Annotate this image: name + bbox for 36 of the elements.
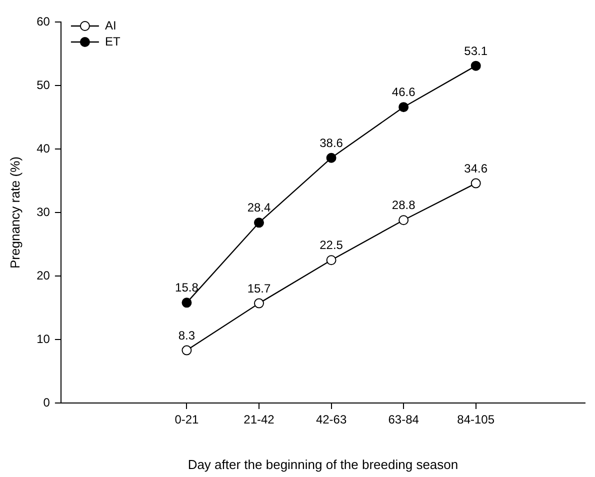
point xyxy=(398,102,409,112)
point xyxy=(326,255,336,266)
point xyxy=(182,298,192,308)
y-tick-label: 10 xyxy=(36,332,50,346)
data-label: 28.4 xyxy=(247,200,272,215)
data-label: 22.5 xyxy=(320,238,344,252)
data-label: 15.8 xyxy=(175,280,199,295)
point xyxy=(470,178,481,188)
point xyxy=(182,345,192,356)
data-label: 28.8 xyxy=(392,198,416,212)
data-label: 46.6 xyxy=(392,85,416,100)
x-tick-label: 63-84 xyxy=(388,412,420,427)
point xyxy=(398,215,409,226)
y-tick-label: 30 xyxy=(36,204,50,219)
point xyxy=(326,152,336,163)
x-tick-label: 21-42 xyxy=(244,412,275,427)
data-label: 8.3 xyxy=(178,328,196,342)
legend-label: AI xyxy=(104,18,116,32)
x-tick-label: 42-63 xyxy=(316,412,347,427)
data-label: 38.6 xyxy=(320,136,344,150)
y-tick-label: 40 xyxy=(36,141,50,156)
x-tick-label: 84-105 xyxy=(457,412,495,427)
y-tick-label: 0 xyxy=(43,395,50,410)
y-tick-label: 60 xyxy=(36,14,50,28)
y-tick-label: 50 xyxy=(36,78,50,92)
point xyxy=(254,298,264,308)
y-tick-label: 20 xyxy=(36,268,50,282)
point xyxy=(470,60,481,71)
x-tick-label: 0-21 xyxy=(174,412,200,427)
x-axis-title: Day after the beginning of the breeding season xyxy=(188,456,458,472)
legend-label: ET xyxy=(104,34,121,48)
point xyxy=(254,218,264,228)
y-axis-title: Pregnancy rate (%) xyxy=(7,156,22,268)
data-label: 34.6 xyxy=(464,161,488,176)
data-label: 15.7 xyxy=(247,281,272,296)
data-label: 53.1 xyxy=(464,44,488,58)
